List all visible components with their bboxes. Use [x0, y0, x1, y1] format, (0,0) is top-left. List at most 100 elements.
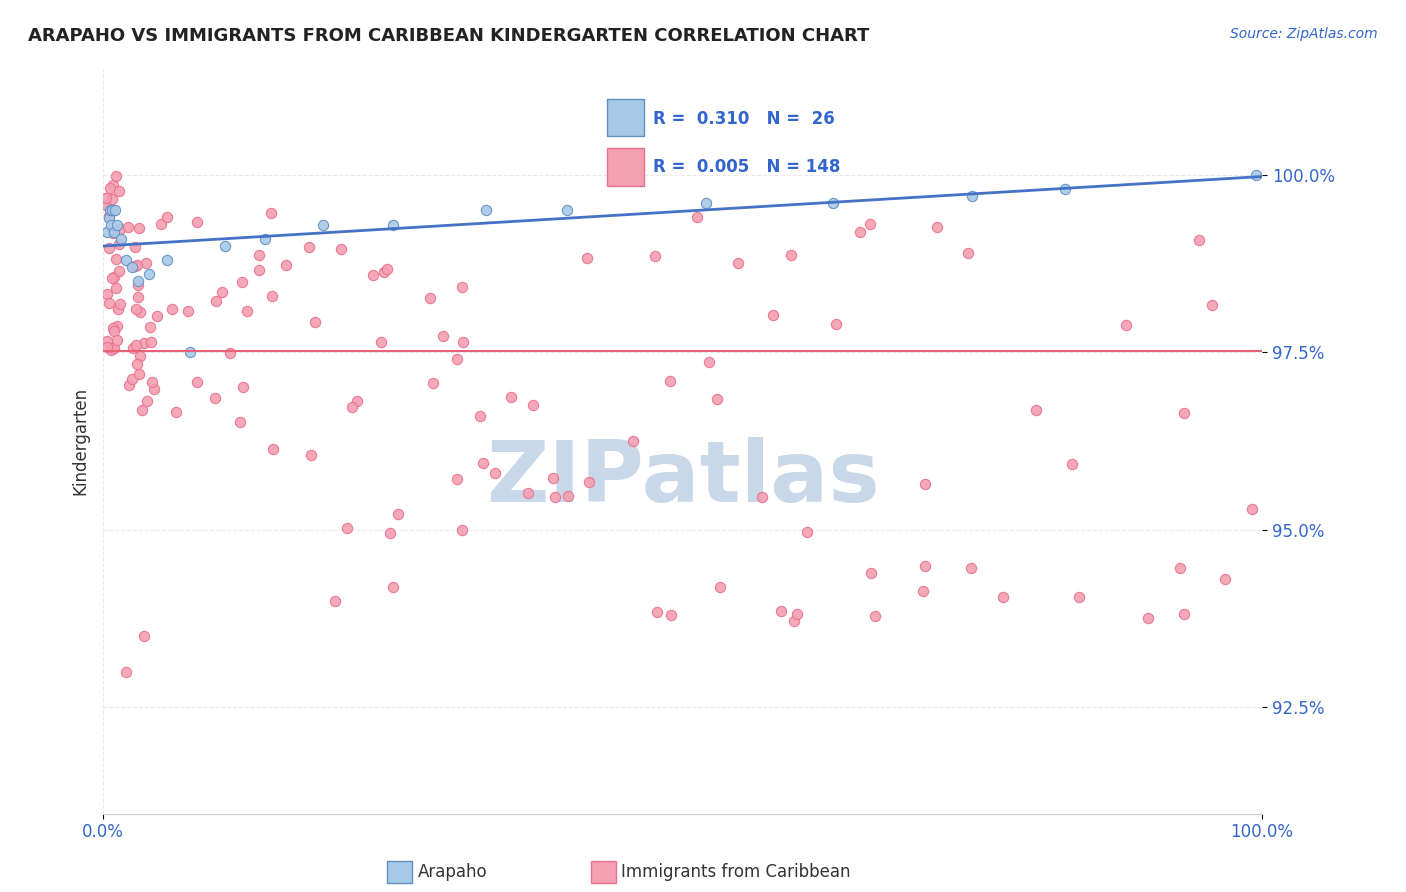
Point: [769, 604, 792, 618]
Point: [97, 209, 120, 223]
Point: [751, 490, 773, 504]
Point: [128, 220, 150, 235]
Point: [179, 345, 201, 359]
Point: [1115, 318, 1137, 332]
Point: [186, 376, 208, 390]
Point: [644, 248, 666, 262]
Point: [108, 297, 131, 311]
Point: [101, 192, 124, 206]
Point: [204, 391, 226, 405]
Point: [150, 217, 173, 231]
Point: [103, 225, 125, 239]
Point: [104, 169, 127, 184]
Point: [262, 442, 284, 456]
Point: [381, 218, 404, 232]
Point: [1173, 607, 1195, 621]
Point: [786, 607, 808, 621]
Point: [474, 203, 496, 218]
Point: [96, 198, 118, 212]
Point: [962, 189, 984, 203]
Point: [959, 560, 981, 574]
Point: [98, 241, 121, 255]
Text: Immigrants from Caribbean: Immigrants from Caribbean: [621, 863, 851, 881]
Point: [100, 343, 122, 358]
Point: [247, 262, 270, 277]
Point: [105, 252, 128, 267]
Point: [100, 218, 122, 232]
Point: [127, 277, 149, 292]
Point: [108, 221, 131, 235]
Point: [127, 289, 149, 303]
Point: [214, 239, 236, 253]
Point: [709, 580, 731, 594]
Point: [1024, 403, 1046, 417]
Point: [276, 258, 298, 272]
Point: [695, 196, 717, 211]
Point: [132, 629, 155, 643]
Point: [139, 334, 162, 349]
Point: [98, 203, 121, 218]
Point: [762, 309, 785, 323]
Point: [621, 434, 644, 449]
Point: [517, 485, 540, 500]
Point: [141, 376, 163, 390]
Point: [115, 665, 138, 679]
Point: [128, 349, 150, 363]
Point: [378, 525, 401, 540]
FancyBboxPatch shape: [607, 148, 644, 186]
Point: [450, 279, 472, 293]
Point: [312, 218, 335, 232]
Point: [956, 246, 979, 260]
Point: [1188, 233, 1211, 247]
Point: [127, 358, 149, 372]
Point: [204, 293, 226, 308]
Point: [105, 333, 128, 347]
Point: [259, 206, 281, 220]
Text: Source: ZipAtlas.com: Source: ZipAtlas.com: [1230, 27, 1378, 41]
Point: [432, 329, 454, 343]
Point: [1240, 502, 1263, 516]
Point: [101, 271, 124, 285]
Point: [124, 240, 146, 254]
Point: [108, 237, 131, 252]
Point: [848, 226, 870, 240]
Point: [419, 291, 441, 305]
Point: [925, 219, 948, 234]
Point: [218, 346, 240, 360]
Text: R =  0.310   N =  26: R = 0.310 N = 26: [654, 111, 835, 128]
Point: [97, 211, 120, 225]
Point: [129, 305, 152, 319]
Point: [229, 415, 252, 429]
Text: ARAPAHO VS IMMIGRANTS FROM CARIBBEAN KINDERGARTEN CORRELATION CHART: ARAPAHO VS IMMIGRANTS FROM CARIBBEAN KIN…: [28, 27, 869, 45]
Point: [236, 303, 259, 318]
Point: [557, 489, 579, 503]
Point: [101, 341, 124, 355]
Point: [117, 219, 139, 234]
Point: [450, 523, 472, 537]
Point: [914, 476, 936, 491]
Point: [471, 456, 494, 470]
Point: [1053, 182, 1076, 196]
Point: [122, 341, 145, 355]
Point: [108, 264, 131, 278]
Point: [823, 196, 845, 211]
Point: [103, 324, 125, 338]
Point: [121, 260, 143, 275]
Point: [1168, 561, 1191, 575]
Point: [138, 268, 160, 282]
Point: [146, 310, 169, 324]
Point: [124, 260, 146, 274]
Point: [186, 214, 208, 228]
Point: [484, 467, 506, 481]
Point: [121, 372, 143, 386]
Point: [859, 566, 882, 580]
Point: [103, 269, 125, 284]
Point: [659, 607, 682, 622]
Point: [859, 217, 882, 231]
Point: [143, 382, 166, 396]
Point: [115, 253, 138, 268]
Point: [658, 375, 681, 389]
Point: [232, 380, 254, 394]
Point: [177, 304, 200, 318]
Point: [94, 190, 117, 204]
